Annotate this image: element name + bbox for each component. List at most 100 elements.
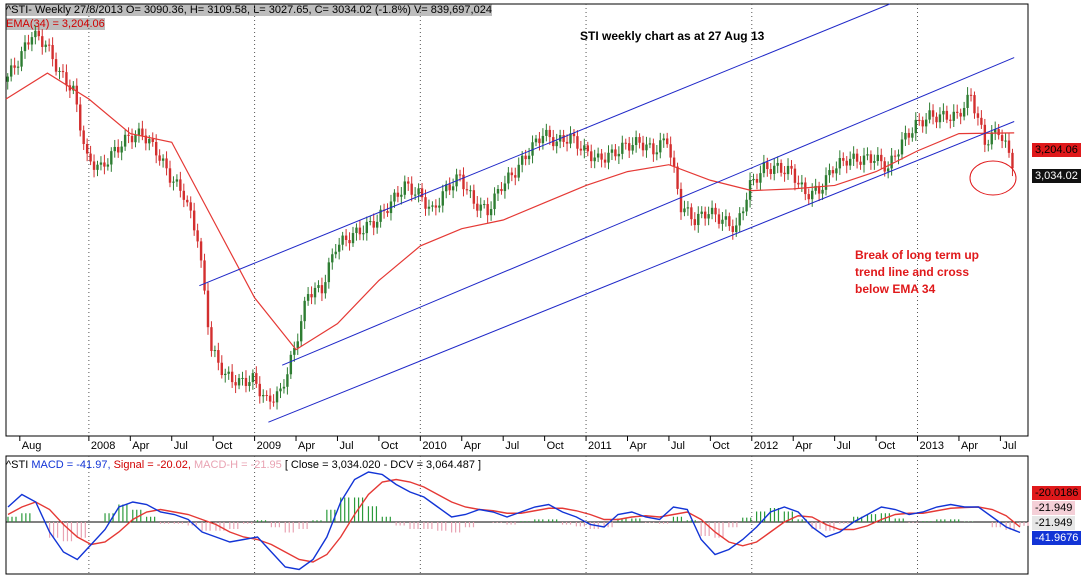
hist-tag-2: -21.949	[1032, 516, 1076, 530]
candle-body	[154, 141, 158, 156]
candle-body	[103, 162, 106, 167]
candle-body	[306, 294, 310, 301]
candle-body	[541, 135, 545, 144]
candle-body	[717, 214, 721, 224]
candle-body	[821, 189, 824, 194]
candle-body	[562, 135, 565, 142]
candle-body	[206, 290, 210, 328]
candle-body	[431, 205, 434, 207]
candle-body	[572, 133, 576, 137]
candle-body	[579, 148, 583, 151]
candle-body	[310, 294, 313, 298]
candle-body	[949, 119, 952, 121]
candle-body	[690, 207, 693, 220]
candle-body	[262, 395, 265, 397]
candle-body	[956, 111, 959, 113]
x-tick-label: Oct	[215, 440, 232, 452]
candle-body	[987, 144, 990, 146]
candle-body	[23, 42, 27, 52]
x-tick-label: Jul	[1002, 440, 1016, 452]
channel-line-2	[282, 57, 1015, 366]
candle-body	[424, 197, 427, 209]
candle-body	[886, 168, 890, 172]
candle-body	[486, 204, 489, 216]
candle-body	[648, 143, 652, 145]
candle-body	[862, 155, 866, 165]
candle-body	[973, 95, 976, 114]
candle-body	[814, 185, 817, 191]
candle-body	[548, 129, 552, 138]
ema-price-tag: 3,204.06	[1032, 143, 1081, 157]
candle-body	[493, 193, 496, 210]
candle-body	[759, 173, 762, 183]
x-tick-label: Apr	[629, 440, 646, 452]
candle-body	[990, 132, 993, 145]
candle-body	[230, 371, 234, 383]
candle-body	[275, 391, 279, 403]
candle-body	[811, 190, 814, 200]
candle-body	[320, 285, 324, 294]
candle-body	[514, 175, 517, 178]
candle-body	[500, 189, 503, 192]
x-tick-label: Apr	[464, 440, 481, 452]
candle-body	[296, 341, 299, 348]
x-tick-label: Aug	[22, 440, 42, 452]
candle-body	[586, 145, 589, 152]
candle-body	[638, 137, 641, 143]
candle-body	[645, 144, 648, 151]
candle-body	[141, 128, 144, 136]
candle-body	[783, 172, 786, 175]
candle-body	[47, 44, 51, 46]
candle-body	[593, 157, 596, 162]
candle-body	[679, 188, 683, 213]
candle-body	[85, 144, 89, 154]
candle-body	[496, 189, 500, 194]
candle-body	[161, 158, 165, 161]
candle-body	[907, 132, 911, 138]
x-tick-label: Jul	[174, 440, 188, 452]
candle-body	[445, 184, 448, 192]
candle-body	[469, 190, 472, 192]
candle-body	[976, 113, 980, 118]
candle-body	[762, 162, 766, 174]
signal-tag: -20.0186	[1032, 486, 1082, 500]
candle-body	[659, 140, 662, 153]
candle-body	[220, 362, 223, 376]
candle-body	[369, 221, 372, 223]
candle-body	[75, 85, 78, 105]
candle-body	[790, 165, 793, 169]
candle-body	[600, 153, 603, 160]
candle-body	[669, 144, 672, 158]
candle-body	[117, 146, 120, 153]
candle-body	[451, 186, 455, 191]
candle-body	[386, 211, 389, 214]
candle-body	[227, 371, 230, 374]
candle-body	[82, 130, 85, 145]
candle-body	[20, 51, 23, 67]
candle-body	[607, 152, 610, 163]
candle-body	[182, 190, 186, 200]
candle-body	[652, 143, 655, 155]
candle-body	[735, 225, 738, 232]
macd-tag: -41.9676	[1032, 531, 1082, 545]
candle-body	[96, 164, 99, 170]
candle-body	[931, 110, 935, 117]
candle-body	[448, 184, 451, 191]
candle-body	[662, 138, 665, 141]
candle-body	[672, 157, 676, 167]
x-tick-label: Jul	[505, 440, 519, 452]
x-tick-label: 2008	[91, 440, 115, 452]
candle-body	[686, 207, 690, 209]
candle-body	[745, 199, 748, 212]
candle-body	[244, 377, 248, 386]
candle-body	[1007, 140, 1011, 153]
candle-body	[251, 373, 255, 383]
candle-body	[983, 124, 987, 145]
candle-body	[172, 181, 175, 183]
channel-line-3	[268, 121, 1015, 423]
candle-body	[355, 227, 358, 234]
candle-body	[576, 136, 579, 149]
x-tick-label: Apr	[298, 440, 315, 452]
candle-body	[924, 119, 928, 127]
candle-body	[61, 70, 65, 73]
